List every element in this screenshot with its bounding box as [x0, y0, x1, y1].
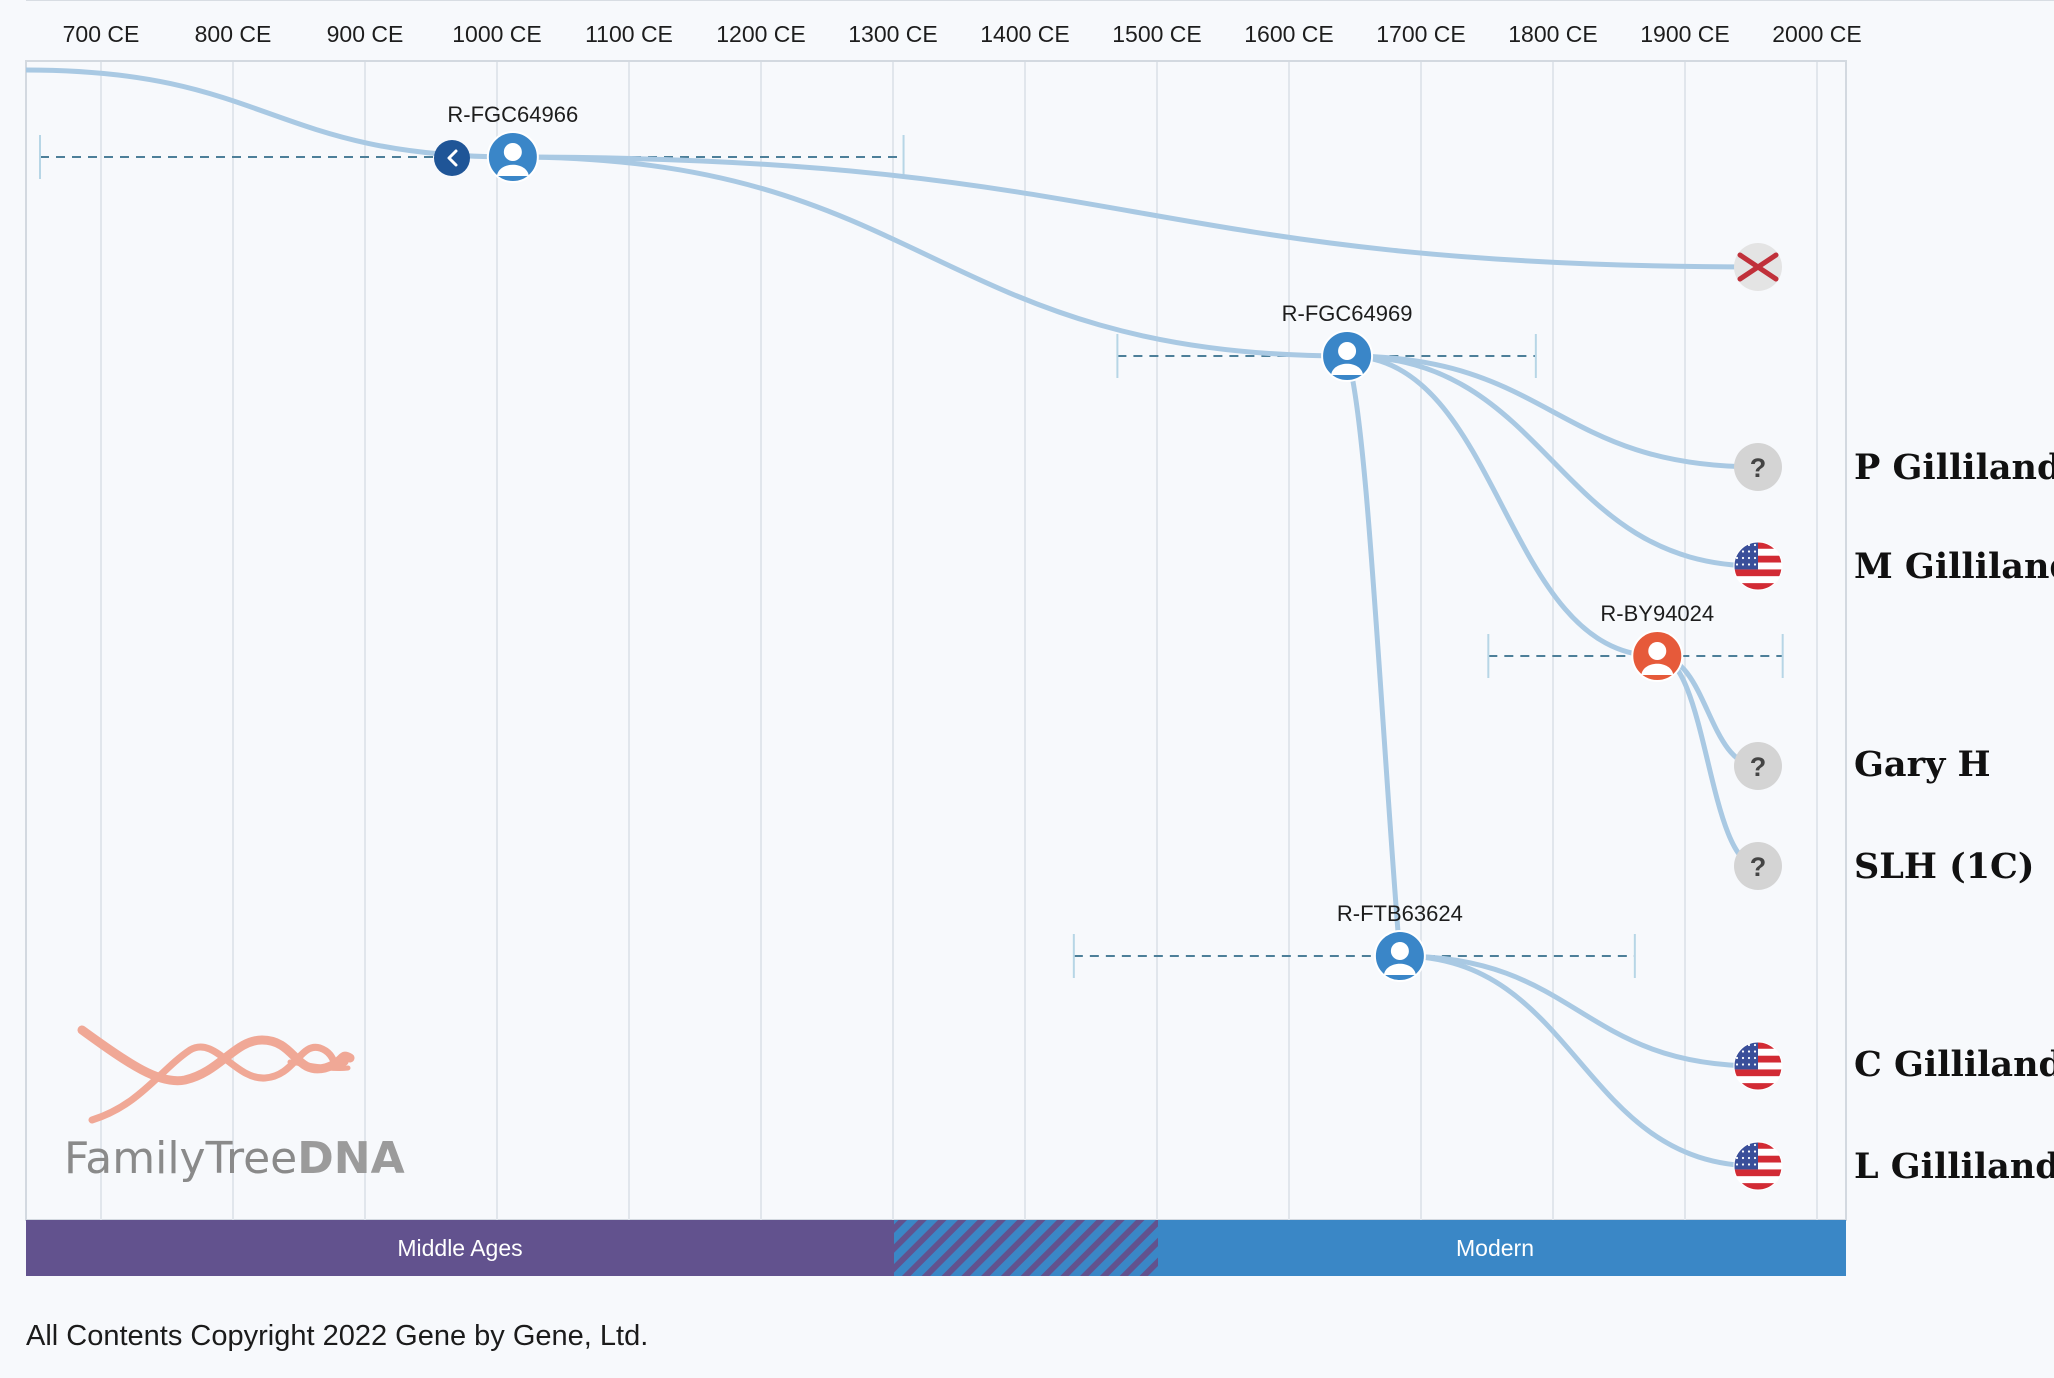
era-modern[interactable] — [1158, 1220, 1846, 1276]
us-flag-icon[interactable] — [1733, 1141, 1783, 1191]
era-label-modern: Modern — [1456, 1235, 1534, 1261]
tester-name-l-gilliland[interactable]: L Gilliland — [1854, 1146, 2054, 1187]
branch-ftb63624 — [1344, 353, 1403, 959]
axis-tick-label: 1500 CE — [1112, 21, 1202, 47]
branches — [26, 67, 1761, 1169]
axis-tick-label: 1600 CE — [1244, 21, 1334, 47]
dna-helix-icon — [77, 1025, 355, 1124]
branch-root — [26, 67, 516, 160]
unknown-country-icon[interactable]: ? — [1734, 842, 1782, 890]
axis-tick-label: 1200 CE — [716, 21, 806, 47]
node-label-r-fgc64969: R-FGC64969 — [1282, 301, 1413, 326]
tester-name-p-gilliland[interactable]: P Gilliland — [1854, 447, 2054, 488]
node-by94024[interactable] — [1631, 630, 1684, 682]
axis-tick-label: 1000 CE — [452, 21, 542, 47]
axis-tick-label: 700 CE — [63, 21, 140, 47]
branch-l-gilliland — [1397, 953, 1761, 1169]
question-mark-glyph: ? — [1750, 453, 1767, 483]
date-range-fgc64966 — [39, 135, 905, 179]
branch-by94024 — [1344, 353, 1660, 659]
tester-name-slh[interactable]: SLH (1C) — [1854, 846, 2034, 887]
branch-p-gilliland — [1344, 353, 1761, 470]
era-transition[interactable] — [894, 1220, 1158, 1276]
unknown-country-icon[interactable]: ? — [1734, 742, 1782, 790]
back-button[interactable] — [434, 140, 470, 176]
logo-text-dna: DNA — [297, 1133, 404, 1184]
axis-tick-label: 1900 CE — [1640, 21, 1730, 47]
node-fgc64969[interactable] — [1321, 330, 1374, 382]
copyright-text: All Contents Copyright 2022 Gene by Gene… — [26, 1320, 648, 1352]
node-label-r-by94024: R-BY94024 — [1600, 601, 1714, 626]
axis-tick-label: 900 CE — [327, 21, 404, 47]
node-ftb63624[interactable] — [1373, 930, 1426, 982]
tester-name-c-gilliland[interactable]: C Gilliland — [1854, 1044, 2054, 1085]
question-mark-glyph: ? — [1750, 852, 1767, 882]
branch-m-gilliland — [1344, 353, 1761, 569]
node-label-r-ftb63624: R-FTB63624 — [1337, 901, 1463, 926]
axis-tick-label: 2000 CE — [1772, 21, 1862, 47]
person-icon — [496, 143, 529, 176]
tester-name-gary-h[interactable]: Gary H — [1854, 744, 1991, 785]
question-mark-glyph: ? — [1750, 752, 1767, 782]
us-flag-icon[interactable] — [1733, 1041, 1783, 1091]
era-bar: Middle Ages Modern — [26, 1220, 1846, 1276]
plot-frame — [25, 60, 1847, 1221]
axis-tick-label: 800 CE — [195, 21, 272, 47]
axis-tick-label: 1800 CE — [1508, 21, 1598, 47]
axis-tick-label: 1300 CE — [848, 21, 938, 47]
branch-c-gilliland — [1397, 953, 1761, 1069]
svg-text:FamilyTreeDNA: FamilyTreeDNA — [64, 1133, 405, 1184]
node-label-r-fgc64966: R-FGC64966 — [447, 102, 578, 127]
extinct-icon[interactable] — [1734, 243, 1782, 291]
branch-extinct — [510, 154, 1761, 270]
axis-tick-label: 1100 CE — [585, 21, 673, 47]
time-axis: 700 CE 800 CE 900 CE 1000 CE 1100 CE 1200 CE 1… — [63, 21, 1862, 47]
person-icon — [1641, 642, 1674, 675]
us-flag-icon[interactable] — [1733, 541, 1783, 591]
date-range-ftb63624 — [1072, 934, 1636, 978]
tester-name-m-gilliland[interactable]: M Gilliland — [1854, 546, 2054, 587]
logo-text-family: FamilyTree — [64, 1133, 297, 1184]
person-icon — [1331, 342, 1364, 375]
branch-fgc64969 — [510, 154, 1350, 359]
era-label-middle-ages: Middle Ages — [397, 1235, 522, 1261]
tester-markers: ??? — [1733, 243, 1783, 1191]
familytreedna-logo: FamilyTreeDNA — [64, 1025, 405, 1184]
era-middle-ages[interactable] — [26, 1220, 894, 1276]
axis-tick-label: 1400 CE — [980, 21, 1070, 47]
haplogroup-nodes — [486, 131, 1684, 982]
axis-tick-label: 1700 CE — [1376, 21, 1466, 47]
chevron-left-icon — [447, 149, 458, 167]
person-icon — [1383, 942, 1416, 975]
node-fgc64966[interactable] — [486, 131, 539, 183]
unknown-country-icon[interactable]: ? — [1734, 443, 1782, 491]
